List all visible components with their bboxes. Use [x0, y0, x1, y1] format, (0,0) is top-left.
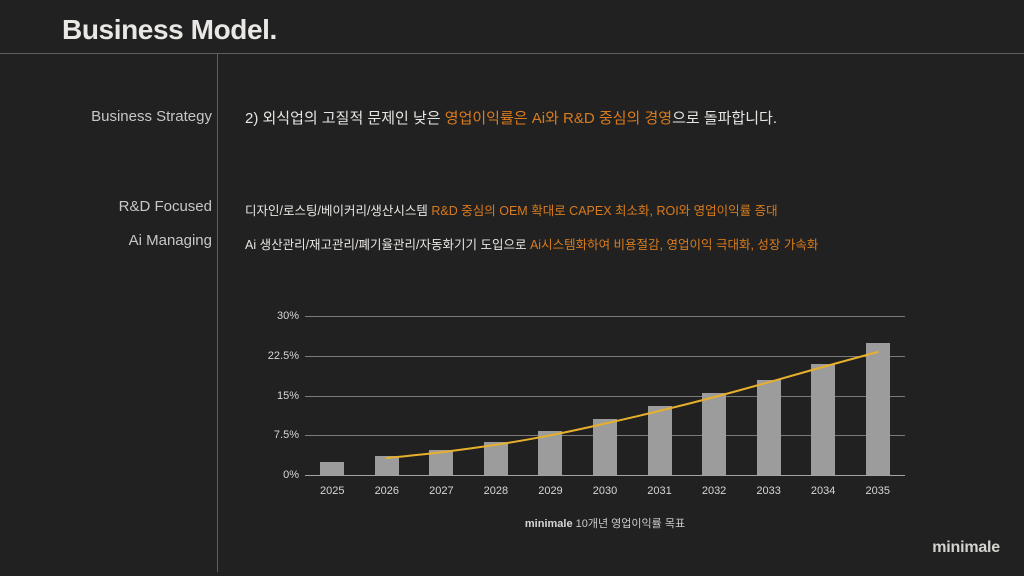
- x-tick-label: 2025: [320, 485, 345, 497]
- x-tick-label: 2027: [429, 485, 454, 497]
- rnd-text-pre: 디자인/로스팅/베이커리/생산시스템: [245, 204, 432, 218]
- x-tick-label: 2031: [647, 485, 672, 497]
- bar-2031: [647, 406, 672, 475]
- ai-text-highlight: Ai시스템화하여 비용절감, 영업이익 극대화, 성장 가속화: [529, 238, 819, 252]
- x-tick-label: 2033: [756, 485, 781, 497]
- label-business-strategy: Business Strategy: [91, 108, 212, 125]
- rnd-statement: 디자인/로스팅/베이커리/생산시스템 R&D 중심의 OEM 확대로 CAPEX…: [245, 200, 778, 219]
- column-divider: [217, 53, 218, 572]
- gridline-0%: [305, 475, 905, 476]
- brand-logo: minimale: [932, 539, 1000, 556]
- bar-2026: [374, 456, 399, 475]
- x-tick-label: 2029: [538, 485, 563, 497]
- y-tick-label: 15%: [276, 389, 299, 402]
- y-tick-label: 22.5%: [267, 349, 299, 362]
- ai-statement: Ai 생산관리/재고관리/폐기율관리/자동화기기 도입으로 Ai시스템화하여 비…: [245, 234, 818, 253]
- y-tick-label: 30%: [276, 310, 299, 322]
- bar-2033: [756, 379, 781, 475]
- rnd-text-highlight: R&D 중심의 OEM 확대로 CAPEX 최소화, ROI와 영업이익률 증대: [431, 204, 778, 218]
- ai-text-pre: Ai 생산관리/재고관리/폐기율관리/자동화기기 도입으로: [245, 238, 530, 252]
- label-ai-managing: Ai Managing: [128, 232, 212, 249]
- chart-caption-text: 10개년 영업이익률 목표: [572, 518, 686, 530]
- x-tick-label: 2030: [592, 485, 618, 497]
- bar-2030: [593, 419, 617, 475]
- chart-caption: minimale 10개년 영업이익률 목표: [305, 515, 905, 531]
- strategy-statement: 2) 외식업의 고질적 문제인 낮은 영업이익률은 Ai와 R&D 중심의 경영…: [245, 107, 777, 128]
- bar-2034: [811, 363, 836, 475]
- bar-2035: [865, 342, 890, 475]
- x-tick-label: 2026: [374, 485, 400, 497]
- header-divider: [0, 53, 1024, 54]
- bar-2027: [429, 449, 454, 475]
- bar-2025: [320, 461, 345, 475]
- strategy-text-pre: 2) 외식업의 고질적 문제인 낮은: [245, 110, 445, 127]
- label-rnd-focused: R&D Focused: [118, 198, 212, 215]
- chart-caption-brand: minimale: [524, 518, 573, 530]
- strategy-text-highlight: 영업이익률은 Ai와 R&D 중심의 경영: [444, 110, 673, 127]
- gridline-22.5%: [305, 355, 905, 357]
- strategy-text-post: 으로 돌파합니다.: [672, 110, 777, 127]
- x-tick-label: 2032: [701, 485, 727, 497]
- y-tick-label: 7.5%: [273, 429, 299, 442]
- x-tick-label: 2028: [483, 485, 509, 497]
- x-tick-label: 2034: [810, 485, 836, 497]
- bar-2029: [538, 431, 563, 475]
- profit-target-chart: 0% 7.5% 15% 22.5% 30% 2025 2026 2027 2028 2029 203…: [255, 305, 925, 505]
- bar-2028: [483, 441, 508, 475]
- y-tick-label: 0%: [283, 469, 299, 481]
- bar-2032: [702, 392, 727, 475]
- page-title: Business Model.: [62, 14, 277, 45]
- x-tick-label: 2035: [865, 485, 890, 497]
- gridline-30%: [305, 316, 905, 317]
